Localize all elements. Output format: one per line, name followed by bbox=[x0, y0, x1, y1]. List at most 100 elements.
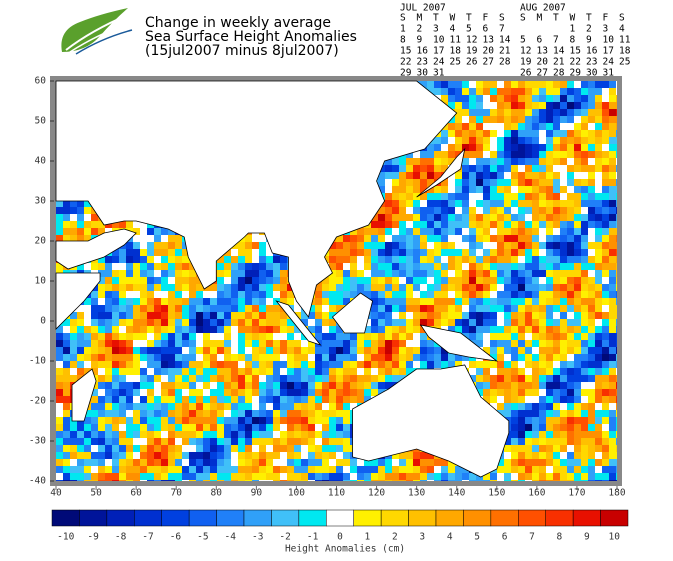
anomaly-cell bbox=[364, 277, 371, 284]
anomaly-cell bbox=[497, 298, 504, 305]
anomaly-cell bbox=[574, 228, 581, 235]
anomaly-cell bbox=[560, 102, 567, 109]
anomaly-cell bbox=[154, 319, 161, 326]
anomaly-cell bbox=[448, 214, 455, 221]
anomaly-cell bbox=[518, 431, 525, 438]
anomaly-cell bbox=[546, 452, 553, 459]
colorbar-cell bbox=[298, 509, 327, 527]
anomaly-cell bbox=[406, 214, 413, 221]
anomaly-cell bbox=[518, 298, 525, 305]
anomaly-cell bbox=[280, 354, 287, 361]
anomaly-cell bbox=[308, 375, 315, 382]
anomaly-cell bbox=[161, 361, 168, 368]
anomaly-cell bbox=[308, 459, 315, 466]
anomaly-cell bbox=[182, 319, 189, 326]
anomaly-cell bbox=[497, 403, 504, 410]
anomaly-cell bbox=[553, 200, 560, 207]
colorbar-cell bbox=[463, 509, 492, 527]
anomaly-cell bbox=[525, 312, 532, 319]
anomaly-cell bbox=[385, 361, 392, 368]
anomaly-cell bbox=[595, 417, 602, 424]
anomaly-cell bbox=[154, 277, 161, 284]
anomaly-cell bbox=[525, 263, 532, 270]
anomaly-cell bbox=[434, 291, 441, 298]
anomaly-cell bbox=[98, 368, 105, 375]
anomaly-cell bbox=[252, 424, 259, 431]
anomaly-cell bbox=[427, 235, 434, 242]
anomaly-cell bbox=[609, 438, 616, 445]
anomaly-cell bbox=[238, 396, 245, 403]
anomaly-cell bbox=[441, 95, 448, 102]
anomaly-cell bbox=[385, 298, 392, 305]
anomaly-cell bbox=[189, 417, 196, 424]
anomaly-cell bbox=[140, 242, 147, 249]
anomaly-cell bbox=[511, 221, 518, 228]
anomaly-cell bbox=[217, 368, 224, 375]
anomaly-cell bbox=[175, 473, 182, 480]
anomaly-cell bbox=[378, 347, 385, 354]
anomaly-cell bbox=[476, 193, 483, 200]
colorbar-cell bbox=[490, 509, 519, 527]
anomaly-cell bbox=[357, 340, 364, 347]
anomaly-cell bbox=[231, 389, 238, 396]
anomaly-cell bbox=[511, 319, 518, 326]
anomaly-cell bbox=[182, 291, 189, 298]
anomaly-cell bbox=[434, 256, 441, 263]
anomaly-cell bbox=[315, 347, 322, 354]
anomaly-cell bbox=[539, 165, 546, 172]
anomaly-cell bbox=[287, 347, 294, 354]
anomaly-cell bbox=[56, 200, 63, 207]
anomaly-cell bbox=[553, 137, 560, 144]
anomaly-cell bbox=[609, 151, 616, 158]
anomaly-cell bbox=[308, 445, 315, 452]
anomaly-cell bbox=[140, 277, 147, 284]
anomaly-cell bbox=[434, 81, 441, 88]
anomaly-cell bbox=[588, 375, 595, 382]
anomaly-cell bbox=[98, 277, 105, 284]
anomaly-cell bbox=[245, 452, 252, 459]
anomaly-cell bbox=[210, 473, 217, 480]
anomaly-cell bbox=[91, 291, 98, 298]
anomaly-cell bbox=[217, 431, 224, 438]
anomaly-cell bbox=[497, 81, 504, 88]
anomaly-cell bbox=[147, 333, 154, 340]
anomaly-cell bbox=[525, 319, 532, 326]
anomaly-cell bbox=[77, 466, 84, 473]
anomaly-cell bbox=[476, 389, 483, 396]
anomaly-cell bbox=[147, 396, 154, 403]
anomaly-cell bbox=[616, 319, 617, 326]
land bbox=[55, 228, 137, 270]
anomaly-cell bbox=[322, 403, 329, 410]
anomaly-cell bbox=[504, 123, 511, 130]
anomaly-cell bbox=[616, 298, 617, 305]
anomaly-cell bbox=[315, 319, 322, 326]
anomaly-cell bbox=[329, 445, 336, 452]
anomaly-cell bbox=[371, 389, 378, 396]
anomaly-cell bbox=[567, 459, 574, 466]
anomaly-cell bbox=[161, 228, 168, 235]
anomaly-cell bbox=[182, 242, 189, 249]
anomaly-cell bbox=[175, 382, 182, 389]
anomaly-cell bbox=[308, 480, 315, 481]
anomaly-cell bbox=[602, 298, 609, 305]
anomaly-cell bbox=[280, 312, 287, 319]
anomaly-cell bbox=[525, 375, 532, 382]
anomaly-cell bbox=[539, 403, 546, 410]
anomaly-cell bbox=[448, 221, 455, 228]
anomaly-cell bbox=[462, 207, 469, 214]
anomaly-cell bbox=[490, 480, 497, 481]
anomaly-cell bbox=[105, 410, 112, 417]
anomaly-cell bbox=[518, 452, 525, 459]
anomaly-cell bbox=[63, 445, 70, 452]
anomaly-cell bbox=[301, 417, 308, 424]
anomaly-cell bbox=[539, 312, 546, 319]
anomaly-cell bbox=[105, 228, 112, 235]
calendar-day: 4 bbox=[619, 24, 625, 35]
anomaly-cell bbox=[553, 186, 560, 193]
anomaly-cell bbox=[154, 235, 161, 242]
anomaly-cell bbox=[560, 172, 567, 179]
anomaly-cell bbox=[371, 277, 378, 284]
anomaly-cell bbox=[595, 172, 602, 179]
anomaly-cell bbox=[574, 396, 581, 403]
anomaly-cell bbox=[252, 326, 259, 333]
